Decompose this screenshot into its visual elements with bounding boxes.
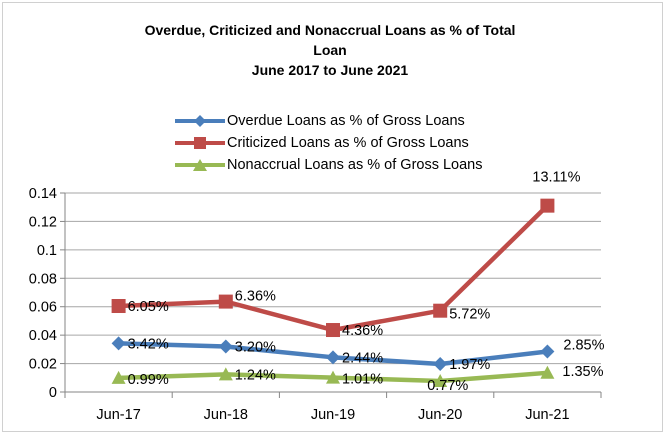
x-tick-label: Jun-20 <box>418 407 462 423</box>
legend-item-criticized: Criticized Loans as % of Gross Loans <box>175 132 483 154</box>
data-point-diamond <box>218 339 233 354</box>
y-tick-label: 0.08 <box>29 271 57 287</box>
data-label: 6.05% <box>128 299 169 315</box>
data-label: 5.72% <box>449 307 490 323</box>
legend-label-criticized: Criticized Loans as % of Gross Loans <box>227 135 469 151</box>
y-tick-label: 0 <box>49 385 57 401</box>
y-tick-label: 0.12 <box>29 214 57 230</box>
legend-swatch-nonaccrual <box>175 159 225 171</box>
data-label: 1.35% <box>562 364 603 380</box>
data-point-triangle <box>540 365 555 379</box>
data-point-triangle <box>433 374 448 388</box>
data-label: 0.77% <box>427 378 468 394</box>
data-label: 0.99% <box>128 372 169 388</box>
data-label: 13.11% <box>532 170 580 186</box>
data-point-diamond <box>326 350 340 365</box>
data-point-diamond <box>540 344 555 359</box>
data-point-diamond <box>433 356 448 371</box>
data-label: 2.85% <box>563 337 604 353</box>
y-tick-label: 0.14 <box>29 186 57 202</box>
chart-title-line-2: Loan <box>313 42 347 58</box>
y-tick-label: 0.06 <box>29 300 57 316</box>
chart-title-line-1: Overdue, Criticized and Nonaccrual Loans… <box>144 22 516 38</box>
y-tick-label: 0.04 <box>29 328 57 344</box>
data-label: 2.44% <box>342 350 383 366</box>
chart-title-line-3: June 2017 to June 2021 <box>251 62 409 78</box>
y-tick-label: 0.1 <box>37 243 57 259</box>
x-tick-label: Jun-17 <box>96 407 140 423</box>
data-point-diamond <box>111 336 126 351</box>
data-point-triangle <box>111 370 126 384</box>
legend-item-nonaccrual: Nonaccrual Loans as % of Gross Loans <box>175 154 483 176</box>
data-point-square <box>540 198 555 213</box>
data-point-square <box>111 299 126 314</box>
data-point-triangle <box>218 367 233 381</box>
legend-label-overdue: Overdue Loans as % of Gross Loans <box>227 113 465 129</box>
data-label: 4.36% <box>342 323 383 339</box>
data-label: 3.42% <box>128 336 169 352</box>
x-tick-label: Jun-19 <box>311 407 355 423</box>
x-tick-label: Jun-18 <box>204 407 248 423</box>
data-point-square <box>326 323 340 338</box>
data-point-square <box>433 303 448 318</box>
legend-swatch-overdue <box>175 115 225 127</box>
legend: Overdue Loans as % of Gross Loans Critic… <box>175 110 483 176</box>
chart-title: Overdue, Criticized and Nonaccrual Loans… <box>90 20 570 80</box>
x-tick-label: Jun-21 <box>525 407 569 423</box>
data-point-square <box>218 294 233 309</box>
data-label: 1.01% <box>342 372 383 388</box>
data-label: 3.20% <box>235 340 276 356</box>
y-tick-label: 0.02 <box>29 357 57 373</box>
legend-item-overdue: Overdue Loans as % of Gross Loans <box>175 110 483 132</box>
data-label: 6.36% <box>235 289 276 305</box>
data-point-triangle <box>326 370 340 384</box>
legend-label-nonaccrual: Nonaccrual Loans as % of Gross Loans <box>227 157 483 173</box>
data-label: 1.24% <box>235 367 276 383</box>
data-label: 1.97% <box>449 357 490 373</box>
legend-swatch-criticized <box>175 137 225 149</box>
